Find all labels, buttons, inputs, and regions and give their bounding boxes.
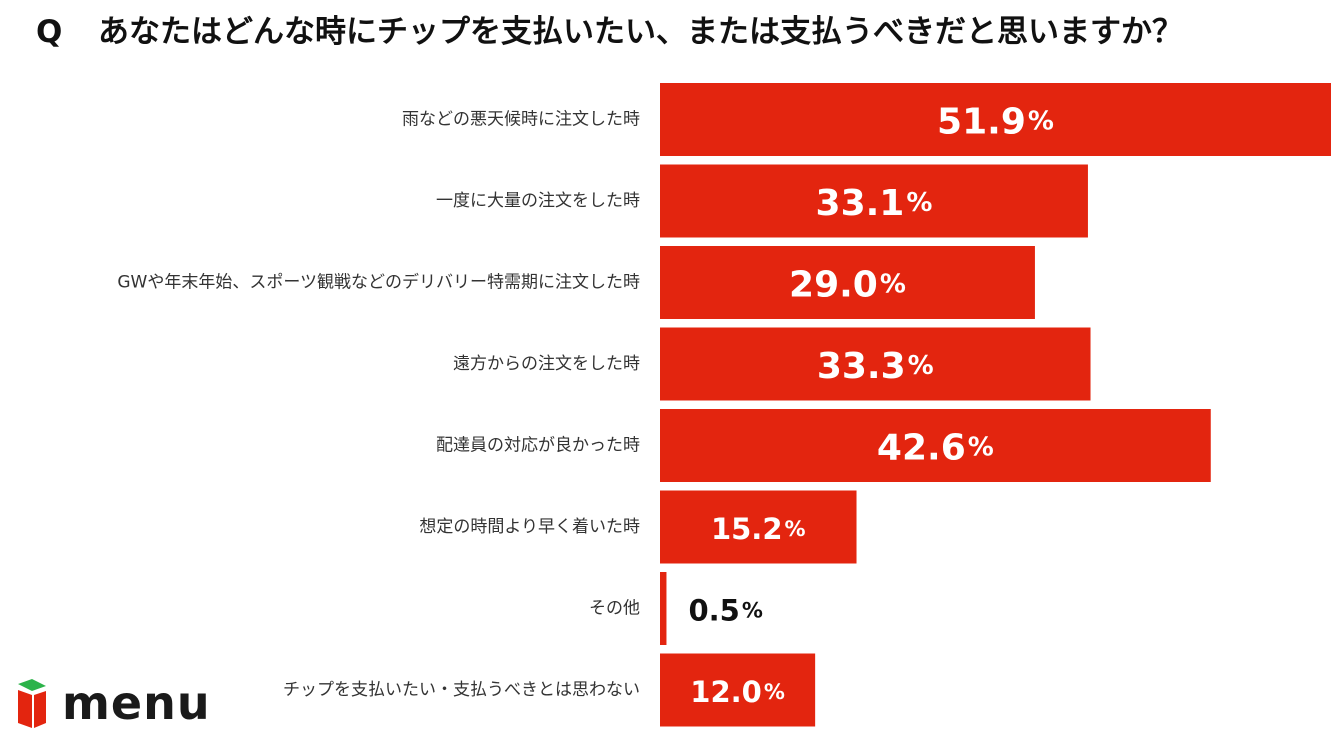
- value-label-5: 15.2%: [711, 512, 806, 546]
- question-text: あなたはどんな時にチップを支払いたい、または支払うべきだと思いますか？: [98, 14, 1183, 50]
- logo-red-shape-right: [34, 691, 46, 728]
- value-unit-2: %: [880, 270, 906, 300]
- bar-7: [660, 653, 816, 727]
- menu-logo: menu: [12, 676, 222, 732]
- value-label-4: 42.6%: [877, 427, 994, 468]
- value-unit-6: %: [742, 599, 763, 623]
- value-label-2: 29.0%: [789, 264, 906, 305]
- category-label-5: 想定の時間より早く着いた時: [419, 517, 640, 537]
- value-number-1: 33.1: [816, 183, 905, 224]
- value-label-1: 33.1%: [816, 183, 933, 224]
- menu-logo-mark-icon: [18, 679, 46, 728]
- category-label-7: チップを支払いたい・支払うべきとは思わない: [283, 680, 640, 700]
- value-unit-5: %: [785, 517, 806, 541]
- category-label-0: 雨などの悪天候時に注文した時: [402, 110, 640, 130]
- value-unit-3: %: [908, 351, 934, 381]
- value-unit-1: %: [906, 188, 932, 218]
- value-label-0: 51.9%: [937, 101, 1054, 142]
- category-label-3: 遠方からの注文をした時: [453, 354, 640, 374]
- value-number-7: 12.0: [690, 675, 762, 709]
- category-label-2: GWや年末年始、スポーツ観戦などのデリバリー特需期に注文した時: [117, 272, 640, 293]
- value-label-6: 0.5%: [688, 594, 762, 628]
- bar-6: [660, 572, 667, 645]
- value-unit-4: %: [968, 433, 994, 463]
- category-label-4: 配達員の対応が良かった時: [436, 436, 640, 456]
- value-label-3: 33.3%: [817, 346, 934, 387]
- value-unit-0: %: [1028, 107, 1054, 137]
- value-number-6: 0.5: [688, 594, 739, 628]
- value-number-2: 29.0: [789, 264, 878, 305]
- bar-4: [660, 409, 1211, 482]
- value-number-0: 51.9: [937, 101, 1026, 142]
- bar-1: [660, 164, 1088, 238]
- logo-text: menu: [62, 676, 211, 730]
- chart-title: Q あなたはどんな時にチップを支払いたい、または支払うべきだと思いますか？: [36, 8, 1183, 56]
- value-number-5: 15.2: [711, 512, 783, 546]
- value-number-4: 42.6: [877, 427, 966, 468]
- logo-red-shape: [18, 690, 32, 728]
- bar-2: [660, 246, 1035, 319]
- question-marker: Q: [36, 14, 63, 50]
- value-number-3: 33.3: [817, 346, 906, 387]
- bar-3: [660, 327, 1091, 401]
- bar-5: [660, 490, 857, 564]
- logo-green-shape: [18, 679, 46, 691]
- bar-0: [660, 83, 1331, 156]
- value-label-7: 12.0%: [690, 675, 785, 709]
- value-unit-7: %: [764, 680, 785, 704]
- category-label-1: 一度に大量の注文をした時: [436, 191, 640, 211]
- category-label-6: その他: [589, 599, 640, 619]
